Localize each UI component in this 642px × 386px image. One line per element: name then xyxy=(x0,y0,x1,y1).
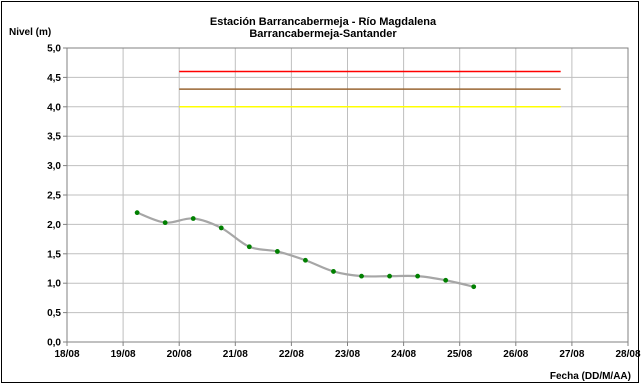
data-point xyxy=(415,273,421,279)
chart-title-line1: Estación Barrancabermeja - Río Magdalena xyxy=(210,16,437,28)
y-tick-label: 1,0 xyxy=(47,279,61,290)
x-tick-label: 27/08 xyxy=(559,349,584,360)
data-point xyxy=(359,273,364,279)
grid-lines xyxy=(63,47,629,346)
y-tick-label: 3,0 xyxy=(47,161,61,172)
data-point xyxy=(471,284,477,290)
series-layer xyxy=(134,210,477,290)
data-point xyxy=(443,277,449,283)
x-axis-title: Fecha (DD/M/AA) xyxy=(550,371,631,382)
y-tick-label: 3,5 xyxy=(47,132,61,143)
y-tick-label: 2,0 xyxy=(47,220,61,231)
y-tick-label: 1,5 xyxy=(47,249,61,260)
data-point xyxy=(246,244,252,250)
data-point xyxy=(190,216,196,221)
x-tick-labels: 18/08 19/08 20/08 21/08 22/08 23/08 24/08 25/08… xyxy=(54,349,640,360)
chart-title-line2: Barrancabermeja-Santander xyxy=(249,28,397,40)
x-tick-label: 26/08 xyxy=(503,349,528,360)
x-tick-label: 18/08 xyxy=(54,349,79,360)
data-point xyxy=(331,269,336,274)
y-tick-label: 4,5 xyxy=(47,73,61,84)
data-point xyxy=(218,225,224,231)
y-tick-label: 5,0 xyxy=(47,44,61,55)
x-tick-label: 25/08 xyxy=(447,349,472,360)
data-point xyxy=(303,257,308,263)
x-tick-label: 22/08 xyxy=(279,349,304,360)
y-tick-label: 0,5 xyxy=(47,308,61,319)
y-tick-labels: 0,0 0,5 1,0 1,5 2,0 2,5 3,0 3,5 4,0 4,5 5,0 xyxy=(47,44,61,349)
data-point xyxy=(162,220,168,226)
y-tick-label: 0,0 xyxy=(47,338,61,349)
x-tick-label: 28/08 xyxy=(615,349,640,360)
series-line xyxy=(136,211,474,288)
data-point xyxy=(274,249,280,254)
x-tick-label: 23/08 xyxy=(335,349,360,360)
x-tick-label: 24/08 xyxy=(391,349,416,360)
plot-area-border xyxy=(66,47,629,343)
data-point xyxy=(134,210,140,216)
x-tick-label: 21/08 xyxy=(223,349,248,360)
x-tick-label: 19/08 xyxy=(111,349,136,360)
x-tick-label: 20/08 xyxy=(167,349,192,360)
y-tick-label: 4,0 xyxy=(47,102,61,113)
threshold-lines xyxy=(179,70,561,108)
data-point xyxy=(387,273,392,279)
y-axis-title: Nivel (m) xyxy=(9,27,51,38)
y-tick-label: 2,5 xyxy=(47,191,61,202)
